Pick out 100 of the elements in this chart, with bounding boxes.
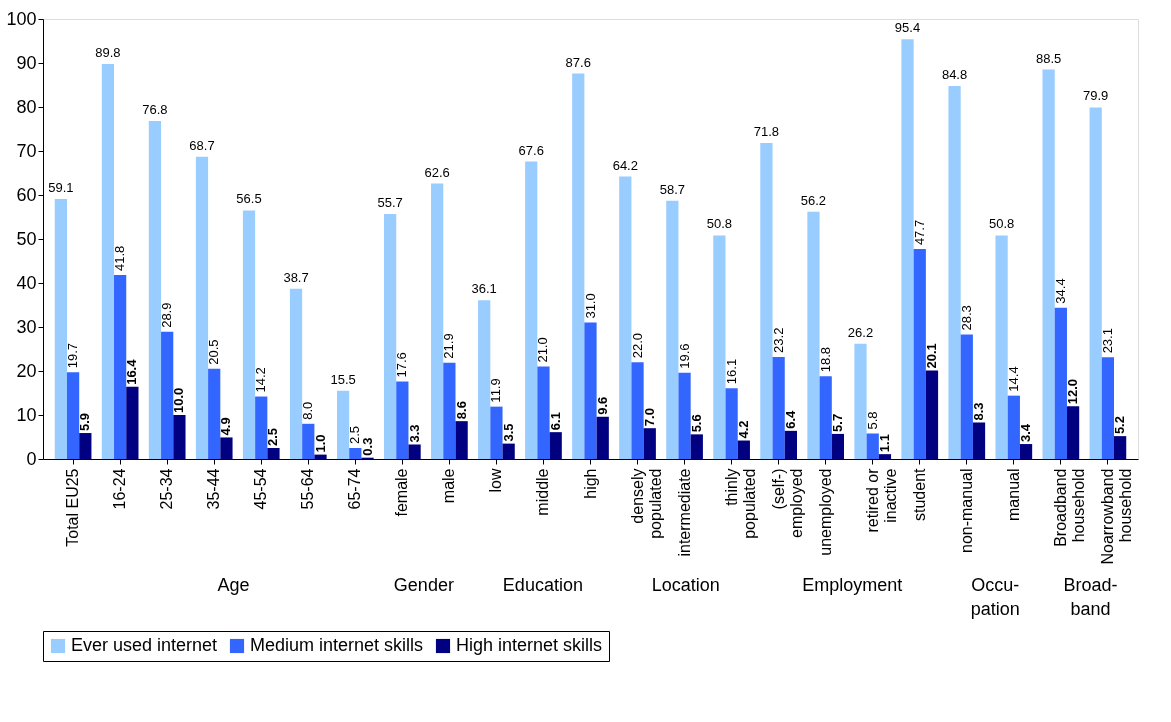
bar — [54, 198, 67, 459]
data-label: 34.4 — [1052, 278, 1068, 304]
bar — [1054, 307, 1067, 459]
data-label: 79.9 — [1083, 88, 1109, 104]
bar — [1089, 107, 1102, 459]
x-tick-label: Total EU25 — [64, 468, 82, 547]
bar — [972, 422, 986, 459]
bar — [289, 288, 303, 459]
data-label: 50.8 — [988, 216, 1015, 232]
x-tick-label: middle — [534, 468, 552, 516]
data-label: 76.8 — [142, 102, 168, 118]
y-tick-label: 80 — [16, 96, 37, 117]
data-label: 15.5 — [330, 371, 356, 387]
data-label: 21.9 — [441, 333, 457, 359]
bar — [1114, 436, 1127, 459]
bar — [114, 275, 127, 459]
data-label: 3.5 — [500, 423, 516, 442]
data-label: 89.8 — [95, 44, 121, 60]
bar — [525, 161, 538, 459]
x-tick-label: 45-54 — [252, 468, 270, 510]
data-label: 31.0 — [582, 293, 598, 319]
bar — [1066, 406, 1080, 459]
data-label: 50.8 — [706, 216, 733, 232]
data-label: 28.3 — [958, 305, 974, 331]
x-tick-label: low — [487, 468, 505, 493]
y-tick-label: 100 — [6, 8, 37, 29]
bar — [267, 448, 280, 459]
data-label: 55.7 — [377, 194, 403, 210]
bar — [549, 432, 562, 459]
bar — [431, 183, 444, 459]
y-tick-label: 20 — [16, 360, 37, 381]
bar — [396, 381, 409, 459]
x-tick-label: 16-24 — [111, 468, 129, 510]
text: Age — [217, 575, 250, 595]
x-tick-label: 35-44 — [205, 468, 223, 510]
bar — [960, 334, 973, 459]
data-label: 56.2 — [800, 192, 827, 208]
bar — [490, 406, 503, 459]
data-label: 8.6 — [453, 401, 469, 420]
data-label: 47.7 — [911, 219, 927, 246]
data-label: 17.6 — [394, 352, 410, 378]
data-label: 5.7 — [829, 413, 845, 432]
bar — [690, 434, 703, 459]
bar — [678, 372, 691, 459]
y-tick-label: 60 — [16, 184, 37, 205]
data-label: 88.5 — [1035, 50, 1062, 66]
data-label: 67.6 — [518, 142, 544, 158]
data-label: 87.6 — [565, 54, 591, 70]
data-label: 14.2 — [253, 367, 269, 393]
data-label: 20.5 — [206, 339, 222, 365]
bar — [772, 356, 785, 459]
bar — [643, 428, 656, 459]
data-label: 95.4 — [894, 20, 921, 36]
bar — [713, 235, 726, 459]
bar — [619, 176, 632, 459]
bar — [901, 39, 914, 459]
data-label: 23.1 — [1099, 328, 1115, 354]
bar — [725, 388, 738, 459]
data-label: 5.8 — [864, 411, 880, 430]
x-tick-label: high — [581, 468, 599, 499]
bar — [854, 343, 867, 459]
bar — [1101, 357, 1115, 459]
bar — [101, 63, 115, 459]
bar — [126, 386, 139, 459]
data-label: 4.2 — [735, 420, 751, 439]
x-tick-label: student — [910, 467, 928, 521]
text: Occu- pation — [970, 575, 1020, 619]
bar — [1019, 444, 1033, 459]
bar — [79, 433, 92, 459]
bar — [66, 372, 80, 459]
bar — [631, 362, 644, 459]
bar — [502, 443, 515, 459]
bar — [161, 331, 174, 459]
data-label: 58.7 — [659, 181, 685, 197]
bar — [195, 156, 209, 459]
bar — [478, 300, 491, 459]
bar — [995, 235, 1008, 459]
text: Broad- band — [1063, 575, 1118, 619]
bar — [948, 85, 961, 459]
bar — [819, 376, 832, 459]
bar — [537, 366, 550, 459]
data-label: 7.0 — [641, 408, 657, 427]
data-label: 26.2 — [847, 324, 874, 340]
y-tick-label: 90 — [16, 52, 37, 73]
data-label: 21.0 — [535, 337, 551, 363]
x-tick-label: non-manual — [957, 468, 975, 553]
data-label: 59.1 — [48, 179, 74, 195]
bar — [1007, 395, 1020, 459]
data-label: 5.9 — [77, 412, 93, 432]
y-tick-label: 40 — [16, 272, 37, 293]
data-label: 14.4 — [1005, 366, 1021, 392]
data-label: 1.0 — [312, 434, 328, 453]
bar — [760, 143, 773, 459]
bar — [1042, 69, 1055, 459]
data-label: 16.4 — [124, 358, 140, 385]
data-label: 68.7 — [189, 137, 215, 153]
data-label: 10.0 — [171, 387, 187, 413]
bar — [314, 454, 327, 459]
bar — [596, 416, 609, 459]
data-label: 5.6 — [688, 414, 704, 433]
